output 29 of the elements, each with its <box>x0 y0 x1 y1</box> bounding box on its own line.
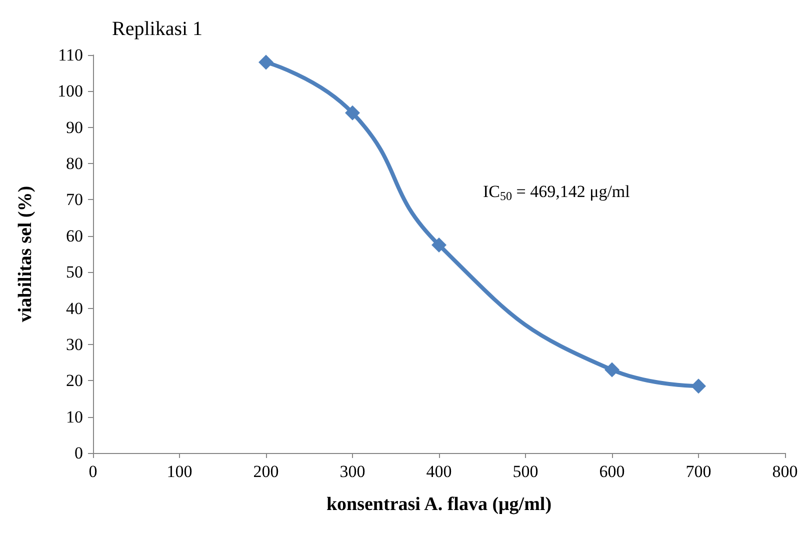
point <box>432 237 446 252</box>
x-tick-label: 100 <box>166 462 192 481</box>
x-tick-label: 0 <box>88 462 98 481</box>
y-tick-label: 90 <box>66 118 83 137</box>
y-tick-label: 70 <box>66 190 83 210</box>
x-tick-label: 400 <box>426 462 452 481</box>
y-axis-title: viabilitas sel (%) <box>15 186 36 322</box>
point <box>691 378 706 394</box>
point <box>604 362 620 378</box>
y-tick-label: 30 <box>66 334 83 354</box>
x-tick-label: 300 <box>340 462 366 481</box>
point <box>345 105 360 120</box>
x-tick-label: 600 <box>599 462 625 481</box>
y-tick-label: 40 <box>66 298 83 318</box>
y-tick-label: 60 <box>66 226 83 246</box>
y-tick-label: 100 <box>58 82 83 101</box>
x-tick-label: 700 <box>686 462 712 481</box>
point <box>258 54 274 70</box>
y-tick-label: 10 <box>66 407 83 426</box>
chart-title: Replikasi 1 <box>112 18 203 40</box>
y-tick-label: 0 <box>74 444 83 462</box>
y-tick-label: 20 <box>66 371 83 390</box>
y-tick-label: 80 <box>66 154 83 174</box>
x-tick-label: 800 <box>772 462 798 481</box>
x-tick-label: 200 <box>253 462 279 481</box>
y-tick-label: 110 <box>58 46 83 64</box>
y-tick-label: 50 <box>66 262 83 282</box>
x-axis-title: konsentrasi A. flava (μg/ml) <box>326 494 552 515</box>
x-tick-label: 500 <box>512 462 538 481</box>
